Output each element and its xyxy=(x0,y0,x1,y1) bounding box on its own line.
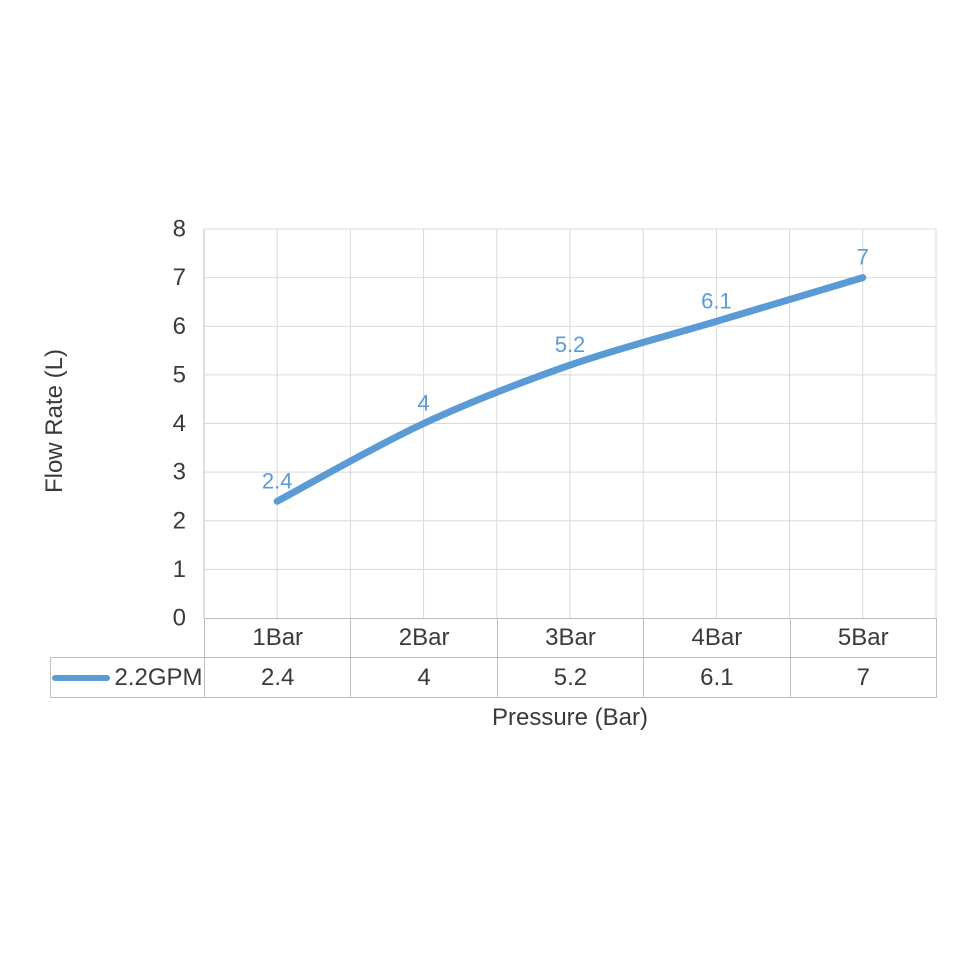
series-name-label: 2.2GPM xyxy=(114,663,203,691)
category-cell: 3Bar xyxy=(496,618,645,658)
y-tick-label: 6 xyxy=(173,313,186,340)
category-cell: 5Bar xyxy=(789,618,937,658)
y-tick-label: 3 xyxy=(173,459,186,486)
data-labels: 2.4 4 5.2 6.1 7 xyxy=(262,245,869,494)
gridlines xyxy=(203,228,937,618)
y-tick-label: 4 xyxy=(173,410,186,437)
table-corner-spacer xyxy=(51,619,205,658)
data-label: 2.4 xyxy=(262,468,293,493)
y-axis-tick-labels: 0 1 2 3 4 5 6 7 8 xyxy=(173,216,186,632)
data-label: 6.1 xyxy=(701,288,732,313)
y-axis-title: Flow Rate (L) xyxy=(41,348,68,494)
y-tick-label: 5 xyxy=(173,361,186,388)
y-tick-label: 1 xyxy=(173,556,186,583)
y-tick-label: 7 xyxy=(173,264,186,291)
category-cell: 4Bar xyxy=(643,618,791,658)
y-tick-label: 0 xyxy=(173,605,186,632)
data-label: 5.2 xyxy=(555,332,586,357)
y-tick-label: 8 xyxy=(173,216,186,243)
value-cell: 6.1 xyxy=(643,657,791,698)
data-label: 4 xyxy=(417,391,429,416)
series-line xyxy=(273,274,867,505)
data-label: 7 xyxy=(857,245,869,270)
legend-line-swatch xyxy=(52,674,111,681)
data-table: 1Bar 2Bar 3Bar 4Bar 5Bar 2.2GPM 2.4 4 5.… xyxy=(50,618,937,698)
y-tick-label: 2 xyxy=(173,507,186,534)
x-axis-title: Pressure (Bar) xyxy=(491,704,649,731)
legend-cell: 2.2GPM xyxy=(50,657,205,698)
table-header-row: 1Bar 2Bar 3Bar 4Bar 5Bar xyxy=(51,618,937,658)
table-value-row: 2.2GPM 2.4 4 5.2 6.1 7 xyxy=(50,657,937,698)
category-cell: 2Bar xyxy=(350,618,498,658)
category-cell: 1Bar xyxy=(203,618,352,658)
value-cell: 5.2 xyxy=(496,657,645,698)
value-cell: 7 xyxy=(789,657,937,698)
value-cell: 2.4 xyxy=(203,657,352,698)
value-cell: 4 xyxy=(350,657,498,698)
